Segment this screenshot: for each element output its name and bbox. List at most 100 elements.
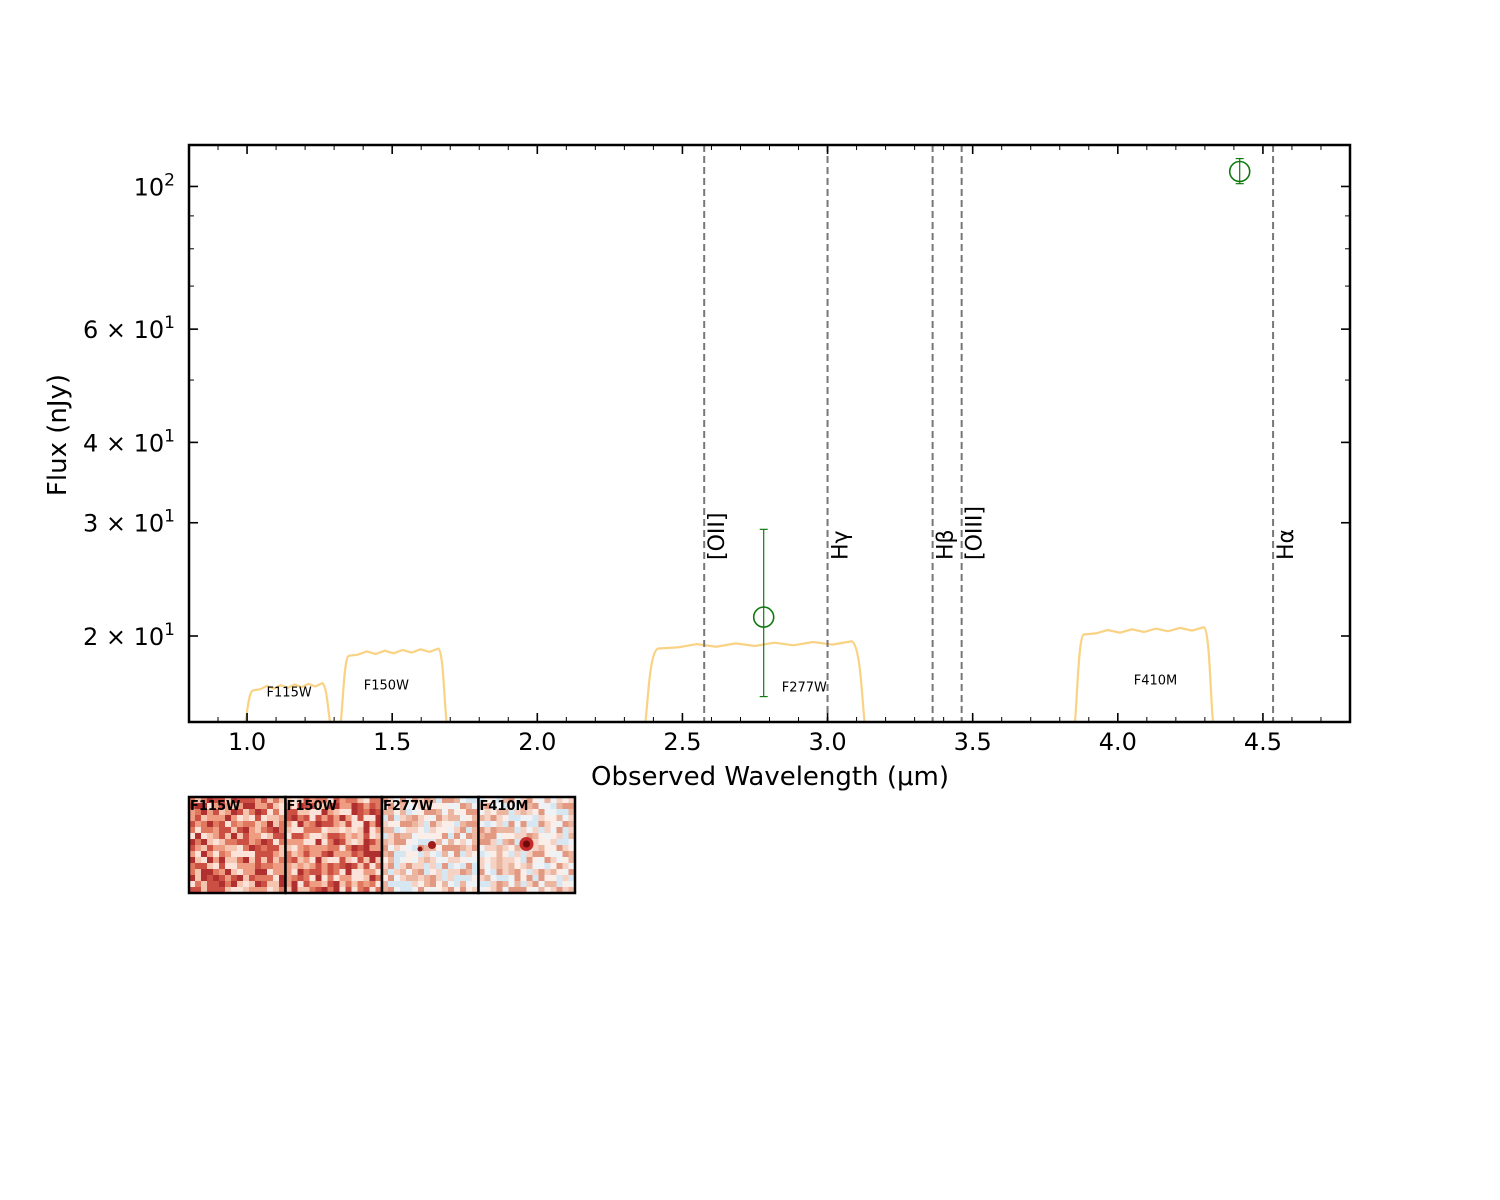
cutout-pixel [285,827,292,833]
cutout-pixel [562,809,569,815]
cutout-pixel [400,875,406,881]
cutout-pixel [460,827,466,833]
cutout-pixel [514,887,521,893]
cutout-pixel [243,839,249,845]
cutout-pixel [255,887,261,893]
cutout-pixel [297,821,304,827]
cutout-pixel [568,803,575,809]
x-tick-label: 2.5 [663,728,701,756]
cutout-pixel [502,845,509,851]
cutout-pixel [225,797,231,803]
cutout-pixel [448,827,454,833]
cutout-pixel [303,863,310,869]
cutout-pixel [237,845,243,851]
cutout-pixel [406,845,412,851]
cutout-pixel [333,827,340,833]
cutout-pixel [568,797,575,803]
cutout-pixel [478,803,485,809]
cutout-pixel [568,875,575,881]
cutout-pixel [382,887,388,893]
cutout-pixel [514,797,521,803]
cutout-pixel [430,797,436,803]
cutout-pixel [249,821,255,827]
cutout-pixel [249,845,255,851]
cutout-pixel [472,851,478,857]
cutout-pixel [369,887,376,893]
cutout-pixel [550,797,557,803]
cutout-pixel [219,881,225,887]
cutout-pixel [225,839,231,845]
cutout-pixel [544,881,551,887]
cutout-pixel [388,803,394,809]
cutout-pixel [496,851,503,857]
cutout-pixel [327,797,334,803]
cutout-pixel [279,887,285,893]
cutout-pixel [309,821,316,827]
cutout-pixel [460,845,466,851]
cutout-pixel [243,809,249,815]
cutout-pixel [538,821,545,827]
cutout-pixel [424,839,430,845]
cutout-pixel [382,803,388,809]
cutout-pixel [556,797,563,803]
cutout-pixel [321,851,328,857]
cutout-pixel [351,833,358,839]
cutout-pixel [231,839,237,845]
cutout-pixel [279,875,285,881]
cutout-pixel [237,809,243,815]
cutout-pixel [418,881,424,887]
cutout-pixel [249,833,255,839]
cutout-pixel [189,869,195,875]
cutout-pixel [526,875,533,881]
cutout-pixel [231,803,237,809]
cutout-pixel [321,839,328,845]
cutout-pixel [448,797,454,803]
cutout-pixel [436,863,442,869]
cutout-pixel [363,803,370,809]
cutout-pixel [544,821,551,827]
cutout-pixel [436,803,442,809]
cutout-pixel [357,809,364,815]
cutout-pixel [430,857,436,863]
cutout-pixel [502,827,509,833]
cutout-pixel [418,839,424,845]
cutout-pixel [357,869,364,875]
cutout-pixel [369,839,376,845]
cutout-pixel [369,875,376,881]
cutout-pixel [490,809,497,815]
cutout-pixel [430,869,436,875]
cutout-pixel [309,827,316,833]
cutout-pixel [261,839,267,845]
cutout-pixel [454,851,460,857]
cutout-pixel [237,815,243,821]
cutout-pixel [508,881,515,887]
data-points [752,157,1251,698]
x-tick-label: 2.0 [518,728,556,756]
cutout-pixel [448,815,454,821]
cutout-pixel [285,857,292,863]
cutout-pixel [406,803,412,809]
cutout-pixel [430,875,436,881]
cutout-pixel [532,881,539,887]
cutout-pixel [237,839,243,845]
cutout-pixel [484,869,491,875]
cutout-pixel [472,827,478,833]
cutout-pixel [189,887,195,893]
cutout-pixel [273,863,279,869]
cutout-pixel [466,803,472,809]
cutout-pixel [424,827,430,833]
cutout-pixel [279,881,285,887]
cutout-pixel [532,815,539,821]
cutout-pixel [418,851,424,857]
cutout-pixel [315,869,322,875]
cutout-pixel [201,827,207,833]
cutout-pixel [490,875,497,881]
cutout-pixel [448,857,454,863]
cutout-pixel [556,827,563,833]
cutout-pixel [213,851,219,857]
cutout-pixel [195,839,201,845]
cutout-pixel [231,797,237,803]
cutout-pixel [544,815,551,821]
cutout-label: F410M [480,799,529,814]
cutout-pixel [213,803,219,809]
